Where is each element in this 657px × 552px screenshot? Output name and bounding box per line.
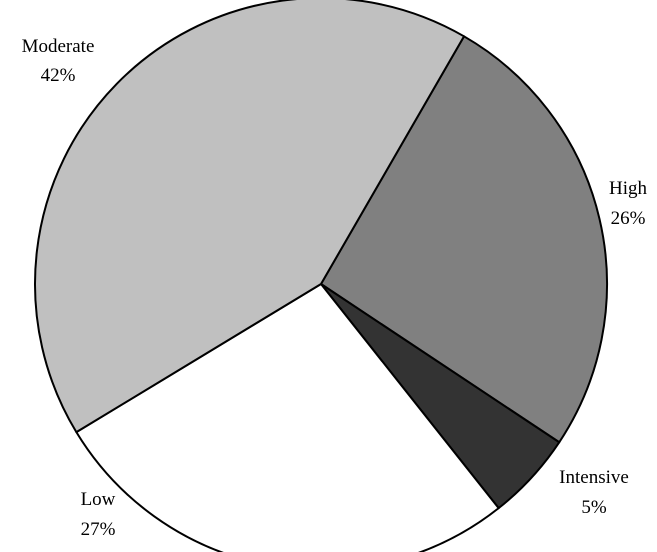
- slice-value-high: 26%: [611, 208, 646, 229]
- pie-slices: [34, 0, 608, 552]
- pie-slice-moderate: [34, 0, 465, 434]
- slice-value-moderate: 42%: [41, 65, 76, 86]
- pie-slice-high: [320, 35, 608, 444]
- pie-slice-low: [75, 283, 500, 552]
- slice-value-intensive: 5%: [581, 497, 607, 518]
- slice-label-low: Low: [81, 489, 116, 510]
- slice-label-high: High: [609, 178, 648, 199]
- slice-label-intensive: Intensive: [559, 467, 629, 488]
- slice-value-low: 27%: [81, 519, 116, 540]
- slice-label-moderate: Moderate: [22, 36, 95, 57]
